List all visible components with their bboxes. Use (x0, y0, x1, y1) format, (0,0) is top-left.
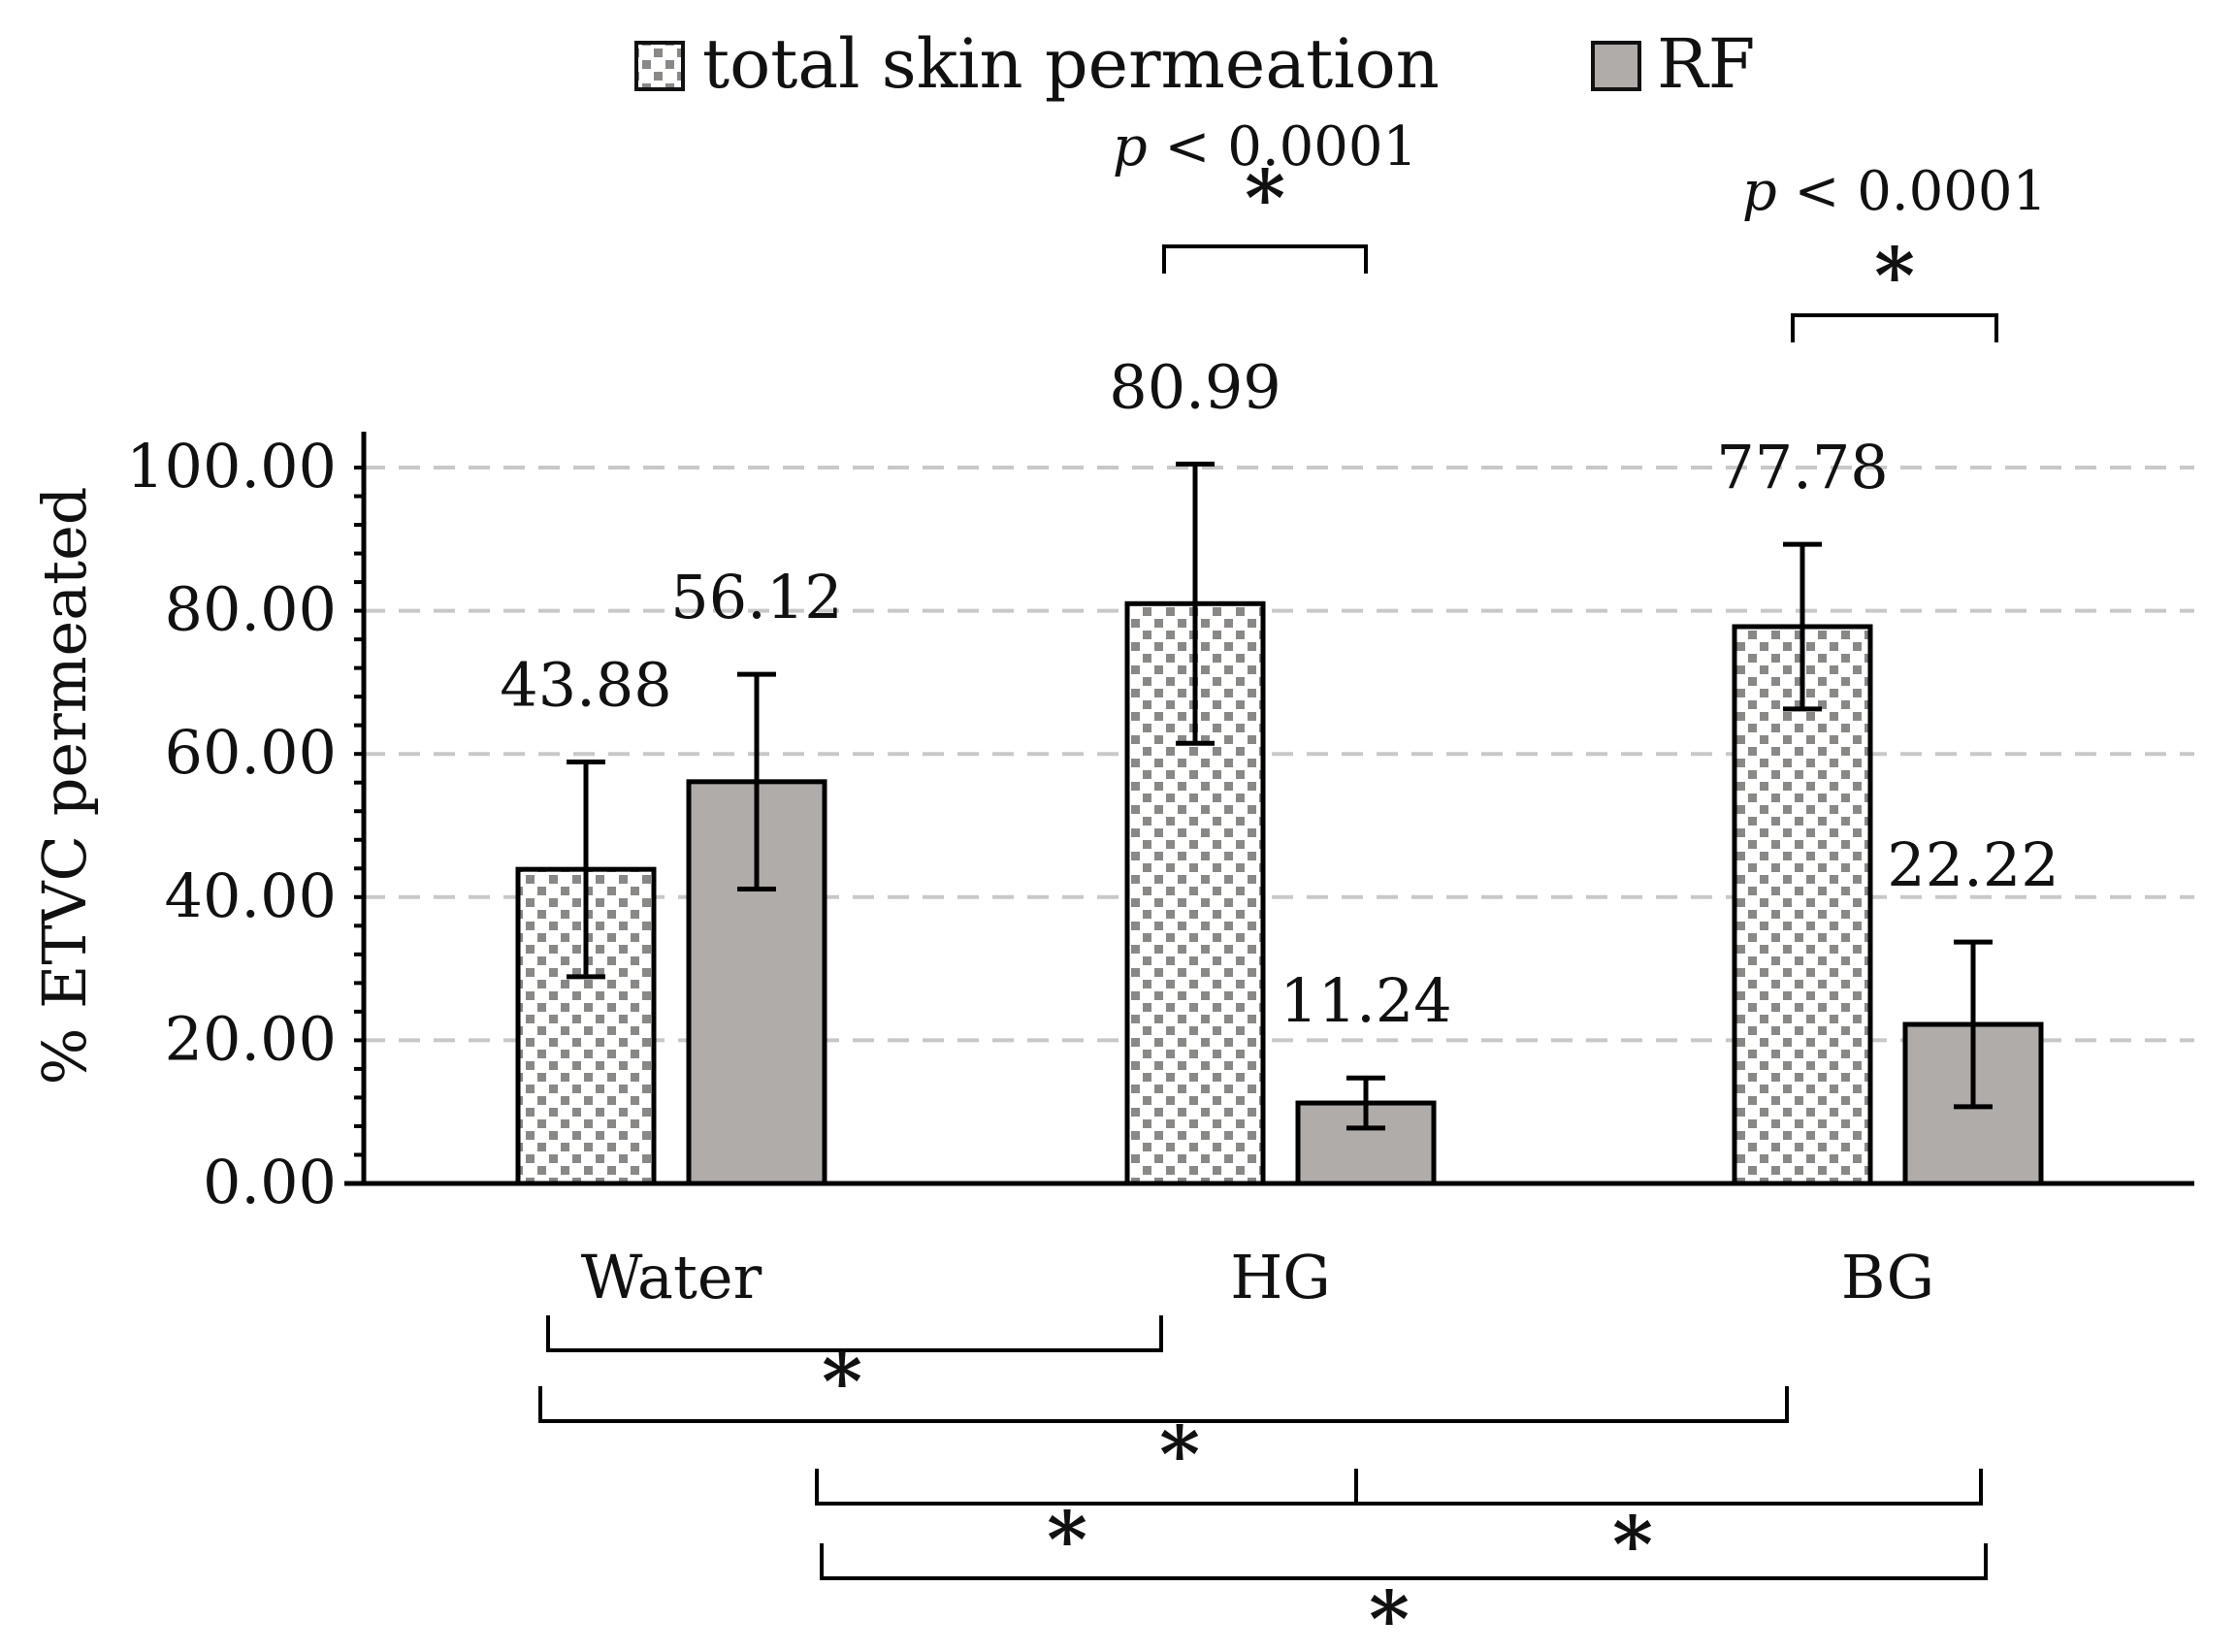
bars (515, 600, 2044, 1186)
significance-bracket (538, 1386, 1789, 1423)
significance-bracket (820, 1543, 1988, 1580)
data-label: 77.78 (1716, 432, 1889, 502)
y-tick-label: 60.00 (165, 717, 338, 788)
category-label-bg: BG (1841, 1242, 1934, 1312)
y-tick-label: 40.00 (165, 860, 338, 931)
y-tick-label: 100.00 (126, 431, 337, 502)
significance-bracket (815, 1469, 1983, 1506)
significance-bracket (546, 1315, 1163, 1352)
data-label: 80.99 (1109, 351, 1281, 422)
significance-star: * (1047, 1494, 1087, 1585)
error-bars (567, 461, 1993, 1131)
significance-star: * (1612, 1499, 1653, 1590)
legend-label-total: total skin permeation (702, 24, 1440, 104)
y-axis-ticks: 0.00 20.00 40.00 60.00 80.00 100.00 (126, 431, 337, 1217)
axes (344, 432, 2194, 1186)
gridlines (364, 466, 2194, 1043)
data-label: 22.22 (1887, 829, 2059, 900)
data-label: 11.24 (1280, 965, 1452, 1036)
category-labels: Water HG BG (581, 1242, 1934, 1312)
category-label-water: Water (581, 1242, 762, 1312)
y-tick-label: 80.00 (165, 574, 338, 645)
data-label: 43.88 (500, 649, 672, 720)
significance-bracket (1162, 244, 1368, 274)
y-tick-label: 20.00 (165, 1003, 338, 1074)
significance-bracket (1791, 313, 1998, 342)
significance-star: * (1874, 230, 1915, 321)
data-label: 56.12 (670, 562, 843, 632)
value-labels: 43.88 56.12 80.99 11.24 77.78 22.22 (500, 351, 2059, 1036)
significance-star: * (1245, 152, 1285, 243)
significance-star: * (822, 1336, 862, 1427)
significance-top: p < 0.0001* p < 0.0001* (1113, 115, 2047, 342)
legend: total skin permeation RF (634, 24, 1755, 104)
legend-swatch-rf (1591, 41, 1641, 91)
significance-star: * (1369, 1573, 1410, 1652)
y-tick-label: 0.00 (203, 1147, 337, 1217)
significance-star: * (1159, 1409, 1200, 1500)
legend-swatch-total (634, 41, 685, 91)
y-axis-label: % ETVC permeated (29, 487, 100, 1085)
significance-bottom: * * * * * (538, 1315, 1988, 1652)
category-label-hg: HG (1230, 1242, 1331, 1312)
legend-label-rf: RF (1657, 24, 1755, 104)
p-value-label: p < 0.0001 (1113, 115, 1417, 178)
p-value-label: p < 0.0001 (1742, 160, 2047, 223)
